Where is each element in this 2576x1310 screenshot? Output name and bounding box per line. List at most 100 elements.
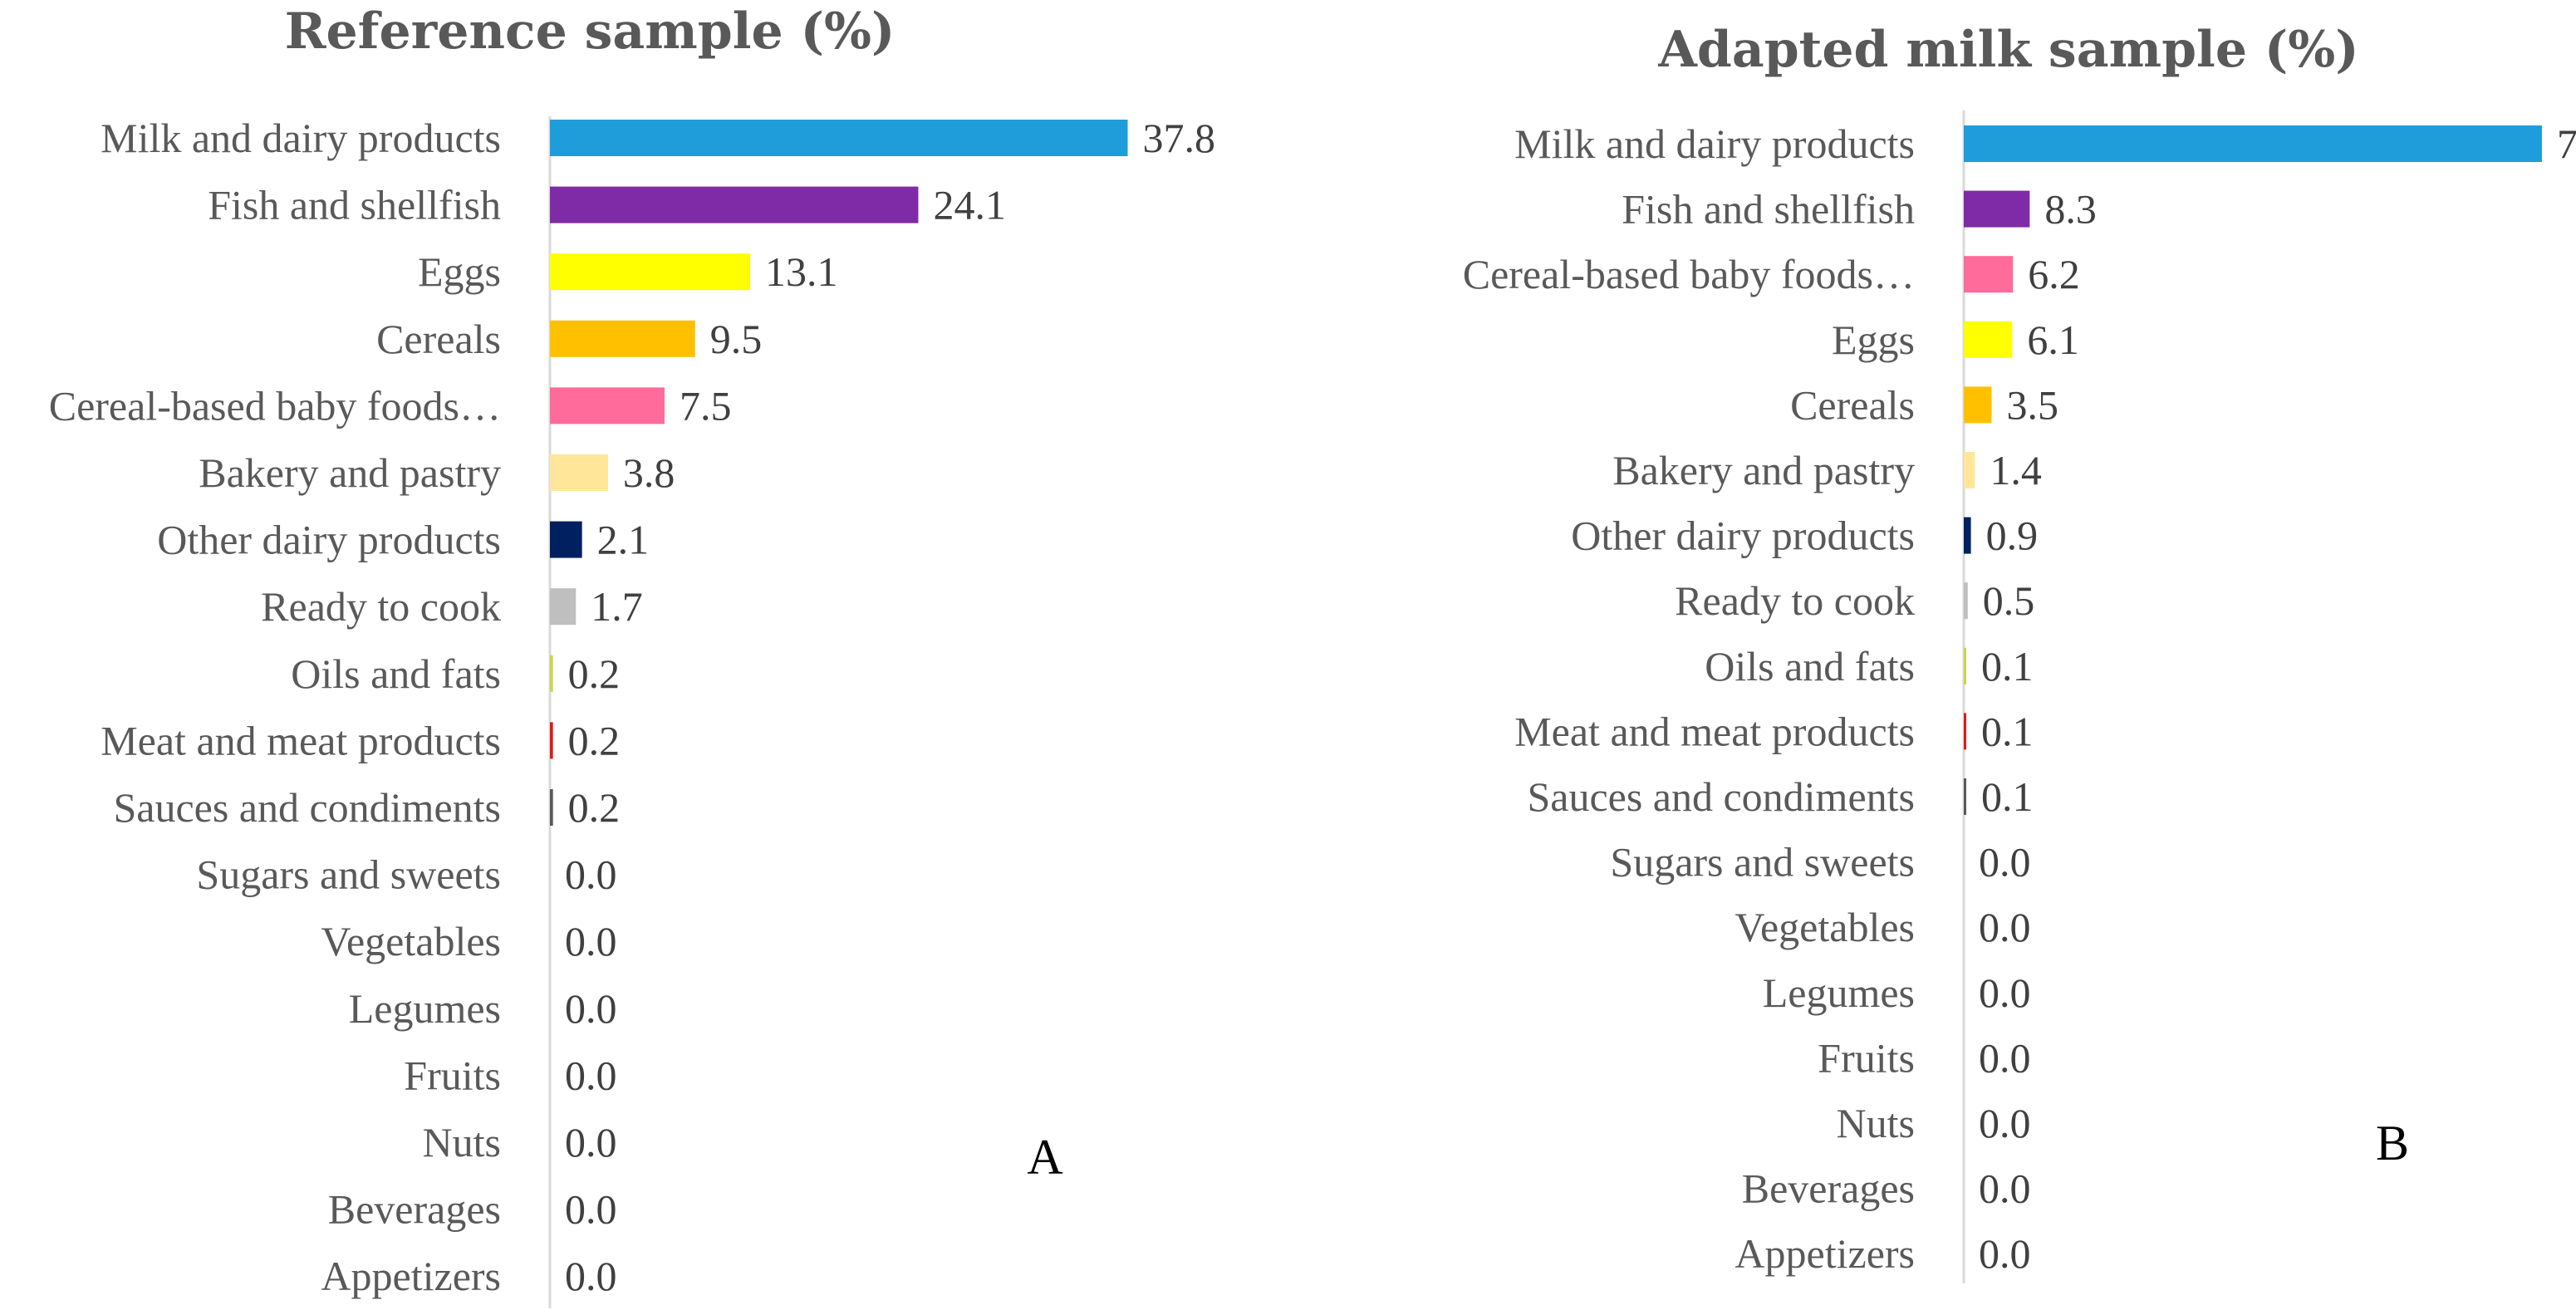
category-label: Legumes xyxy=(349,985,501,1032)
category-label: Cereals xyxy=(1790,381,1915,428)
bar xyxy=(1964,256,2014,293)
category-label: Meat and meat products xyxy=(101,717,501,763)
category-label: Vegetables xyxy=(321,918,501,964)
data-label: 0.0 xyxy=(1979,839,2031,886)
data-label: 0.2 xyxy=(568,650,621,697)
category-label: Cereal-based baby foods… xyxy=(1463,251,1915,297)
category-label: Meat and meat products xyxy=(1514,708,1915,754)
panel-label: A xyxy=(1027,1130,1062,1185)
category-label: Bakery and pastry xyxy=(1612,447,1915,493)
data-label: 1.7 xyxy=(591,583,643,630)
bar xyxy=(550,588,577,626)
category-label: Sugars and sweets xyxy=(1610,839,1915,886)
data-label: 0.0 xyxy=(1979,904,2031,950)
category-label: Appetizers xyxy=(321,1253,501,1299)
category-label: Nuts xyxy=(423,1119,501,1165)
data-label: 13.1 xyxy=(765,248,838,295)
category-label: Sauces and condiments xyxy=(1527,773,1915,820)
chart-panel-a: Reference sample (%) Milk and dairy prod… xyxy=(49,2,1215,1308)
bar xyxy=(550,120,1128,156)
category-label: Appetizers xyxy=(1735,1230,1915,1277)
data-label: 9.5 xyxy=(710,316,763,362)
category-label: Sauces and condiments xyxy=(113,784,501,831)
category-label: Ready to cook xyxy=(261,583,501,630)
bar xyxy=(1964,452,1975,488)
data-label: 0.0 xyxy=(565,851,617,898)
data-label: 0.0 xyxy=(565,918,617,964)
bar xyxy=(550,454,608,491)
bar xyxy=(550,722,553,759)
data-label: 0.0 xyxy=(565,1186,617,1233)
data-label: 0.2 xyxy=(568,784,621,831)
category-label: Cereals xyxy=(376,316,501,362)
data-label: 0.0 xyxy=(565,985,617,1032)
category-label: Fish and shellfish xyxy=(208,182,501,228)
data-label: 6.1 xyxy=(2027,316,2079,363)
category-label: Bakery and pastry xyxy=(199,449,501,496)
bar-series: Milk and dairy products 72.8 Fish and shel… xyxy=(1463,120,2576,1277)
bar xyxy=(550,655,553,692)
category-label: Legumes xyxy=(1763,969,1915,1016)
data-label: 0.0 xyxy=(1979,1230,2031,1277)
data-label: 0.9 xyxy=(1986,513,2039,559)
category-label: Other dairy products xyxy=(157,517,501,563)
category-label: Eggs xyxy=(418,248,501,295)
data-label: 0.5 xyxy=(1983,577,2035,624)
data-label: 1.4 xyxy=(1990,447,2042,493)
data-label: 0.0 xyxy=(1979,969,2031,1016)
category-label: Fruits xyxy=(1818,1034,1915,1081)
chart-title: Adapted milk sample (%) xyxy=(1657,21,2358,79)
category-label: Ready to cook xyxy=(1675,577,1915,624)
category-label: Beverages xyxy=(328,1186,501,1233)
data-label: 3.5 xyxy=(2006,381,2058,428)
category-label: Vegetables xyxy=(1735,904,1915,950)
category-label: Cereal-based baby foods… xyxy=(49,382,501,429)
data-label: 0.0 xyxy=(565,1052,617,1098)
category-label: Nuts xyxy=(1837,1100,1915,1146)
data-label: 2.1 xyxy=(597,517,650,563)
category-label: Beverages xyxy=(1742,1165,1915,1212)
bar xyxy=(550,521,582,558)
category-label: Eggs xyxy=(1832,316,1915,363)
bar xyxy=(550,253,751,291)
chart-panel-b: Adapted milk sample (%) Milk and dairy p… xyxy=(1463,21,2576,1283)
category-label: Sugars and sweets xyxy=(196,851,501,898)
chart-title: Reference sample (%) xyxy=(285,2,895,61)
data-label: 7.5 xyxy=(680,382,732,429)
bar xyxy=(1964,190,2030,228)
bar xyxy=(1964,647,1966,684)
bar xyxy=(1964,321,2013,358)
data-label: 0.0 xyxy=(565,1119,617,1165)
category-label: Milk and dairy products xyxy=(1514,120,1915,167)
data-label: 0.2 xyxy=(568,717,621,763)
data-label: 0.1 xyxy=(1981,708,2034,754)
data-label: 6.2 xyxy=(2028,251,2080,297)
data-label: 0.0 xyxy=(565,1253,617,1299)
bar xyxy=(1964,517,1971,554)
bar xyxy=(550,387,665,424)
bar xyxy=(1964,582,1968,620)
bar xyxy=(1964,713,1966,750)
data-label: 3.8 xyxy=(623,449,675,496)
bar xyxy=(550,320,695,357)
data-label: 72.8 xyxy=(2557,120,2576,167)
category-label: Oils and fats xyxy=(291,650,501,697)
data-label: 24.1 xyxy=(933,182,1006,228)
data-label: 0.0 xyxy=(1979,1100,2031,1146)
category-label: Fish and shellfish xyxy=(1622,186,1915,233)
category-label: Other dairy products xyxy=(1571,513,1915,559)
bar xyxy=(550,789,553,826)
data-label: 0.0 xyxy=(1979,1034,2031,1081)
bar-series: Milk and dairy products 37.8 Fish and shel… xyxy=(49,115,1215,1299)
bar xyxy=(1964,778,1966,815)
data-label: 8.3 xyxy=(2044,186,2097,233)
data-label: 0.0 xyxy=(1979,1165,2031,1212)
category-label: Fruits xyxy=(404,1052,501,1098)
data-label: 37.8 xyxy=(1143,115,1216,161)
panel-label: B xyxy=(2376,1116,2409,1170)
bar xyxy=(550,186,919,223)
data-label: 0.1 xyxy=(1981,643,2034,689)
data-label: 0.1 xyxy=(1981,773,2034,820)
category-label: Oils and fats xyxy=(1705,643,1915,689)
